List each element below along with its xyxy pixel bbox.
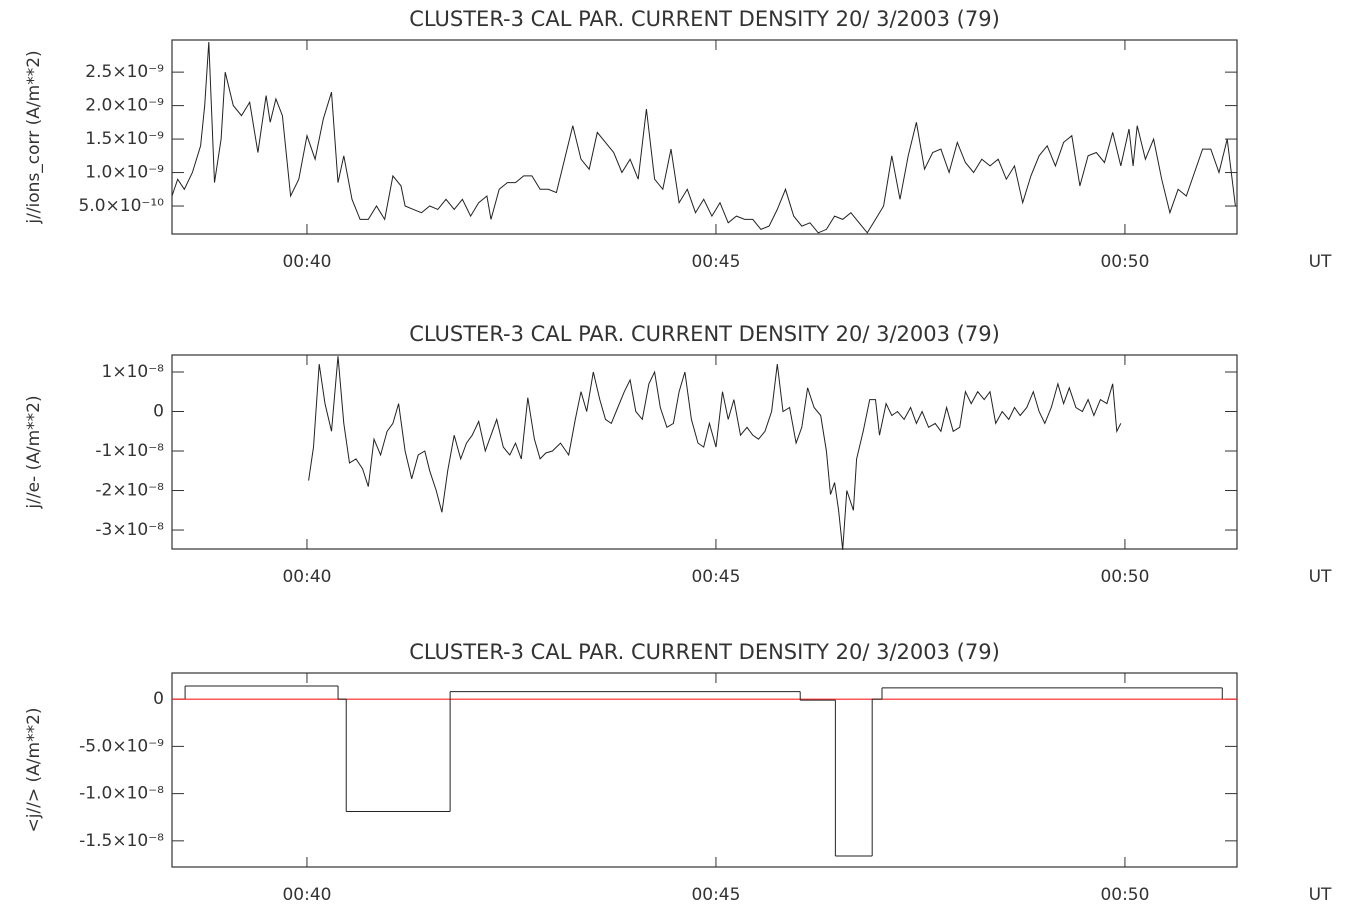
x-tick-label: 00:50 (1100, 252, 1149, 272)
x-tick-label: 00:40 (282, 885, 331, 905)
chart-title: CLUSTER-3 CAL PAR. CURRENT DENSITY 20/ 3… (409, 7, 1000, 31)
chart-title: CLUSTER-3 CAL PAR. CURRENT DENSITY 20/ 3… (409, 322, 1000, 346)
y-tick-label: 1.5×10⁻⁹ (85, 129, 164, 149)
y-tick-label: 2.5×10⁻⁹ (85, 62, 164, 82)
y-tick-label: -1.0×10⁻⁸ (79, 784, 164, 804)
plot-frame (171, 39, 1238, 235)
y-tick-label: -3×10⁻⁸ (95, 520, 164, 540)
y-tick-label: -2×10⁻⁸ (95, 481, 164, 501)
y-tick-label: -1.5×10⁻⁸ (79, 831, 164, 851)
y-tick-label: 2.0×10⁻⁹ (85, 96, 164, 116)
y-axis-label: j//e- (A/m**2) (24, 395, 44, 509)
y-tick-label: -1×10⁻⁸ (95, 441, 164, 461)
y-axis-label: <j//> (A/m**2) (24, 707, 44, 832)
y-tick-label: 5.0×10⁻¹⁰ (78, 196, 164, 216)
x-axis-unit: UT (1309, 567, 1332, 587)
plot-frame (171, 354, 1238, 550)
x-tick-label: 00:45 (691, 567, 740, 587)
x-tick-label: 00:45 (691, 885, 740, 905)
y-axis-label: j//ions_corr (A/m**2) (24, 50, 44, 224)
data-line (171, 41, 1236, 234)
chart-title: CLUSTER-3 CAL PAR. CURRENT DENSITY 20/ 3… (409, 640, 1000, 664)
x-axis-unit: UT (1309, 885, 1332, 905)
x-tick-label: 00:40 (282, 252, 331, 272)
x-tick-label: 00:40 (282, 567, 331, 587)
data-line (308, 356, 1122, 550)
y-tick-label: 0 (153, 689, 164, 709)
x-tick-label: 00:50 (1100, 885, 1149, 905)
y-tick-label: 0 (153, 402, 164, 422)
x-tick-label: 00:50 (1100, 567, 1149, 587)
y-tick-label: 1.0×10⁻⁹ (85, 163, 164, 183)
y-tick-label: 1×10⁻⁸ (102, 362, 165, 382)
x-tick-label: 00:45 (691, 252, 740, 272)
y-tick-label: -5.0×10⁻⁹ (79, 736, 164, 756)
plot-frame (171, 672, 1238, 868)
x-axis-unit: UT (1309, 252, 1332, 272)
